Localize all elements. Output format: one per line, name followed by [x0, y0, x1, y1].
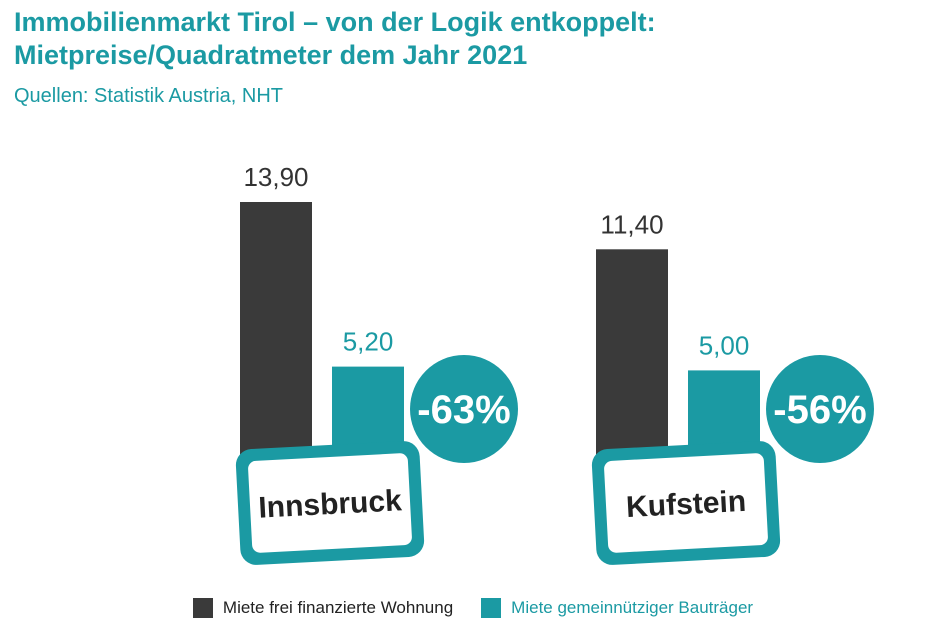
legend-item-free-financed: Miete frei finanzierte Wohnung: [192, 598, 454, 618]
legend-label-free-financed: Miete frei finanzierte Wohnung: [222, 598, 454, 617]
difference-badge-kufstein: [766, 355, 874, 463]
category-label-innsbruck: Innsbruck: [258, 484, 403, 524]
category-card-inner: [604, 453, 768, 553]
difference-label-innsbruck: -63%: [417, 388, 510, 432]
bar-kufstein-free-financed: [596, 249, 668, 465]
bar-innsbruck-free-financed: [240, 202, 312, 465]
legend-swatch-dark: [192, 598, 213, 618]
chart-subtitle: Quellen: Statistik Austria, NHT: [14, 85, 283, 107]
legend-swatch-teal: [481, 598, 502, 618]
chart-title: Immobilienmarkt Tirol – von der Logik en…: [14, 6, 934, 72]
chart-title-line-2: Mietpreise/Quadratmeter dem Jahr 2021: [14, 40, 528, 70]
chart-title-line-1: Immobilienmarkt Tirol – von der Logik en…: [14, 7, 656, 37]
category-card-kufstein: Kufstein: [591, 441, 781, 565]
category-label-kufstein: Kufstein: [625, 485, 747, 524]
data-label-kufstein-free-financed: 11,40: [600, 209, 663, 239]
difference-label-kufstein: -56%: [773, 388, 866, 432]
difference-badge-innsbruck: [410, 355, 518, 463]
legend-item-nonprofit: Miete gemeinnütziger Bauträger: [481, 598, 753, 618]
category-card-innsbruck: Innsbruck: [235, 441, 425, 565]
legend: Miete frei finanzierte Wohnung Miete gem…: [0, 598, 946, 618]
data-label-innsbruck-nonprofit: 5,20: [343, 327, 394, 357]
legend-label-nonprofit: Miete gemeinnütziger Bauträger: [511, 598, 754, 617]
category-card-inner: [248, 453, 412, 553]
data-label-kufstein-nonprofit: 5,00: [699, 330, 750, 360]
data-label-innsbruck-free-financed: 13,90: [243, 162, 308, 192]
